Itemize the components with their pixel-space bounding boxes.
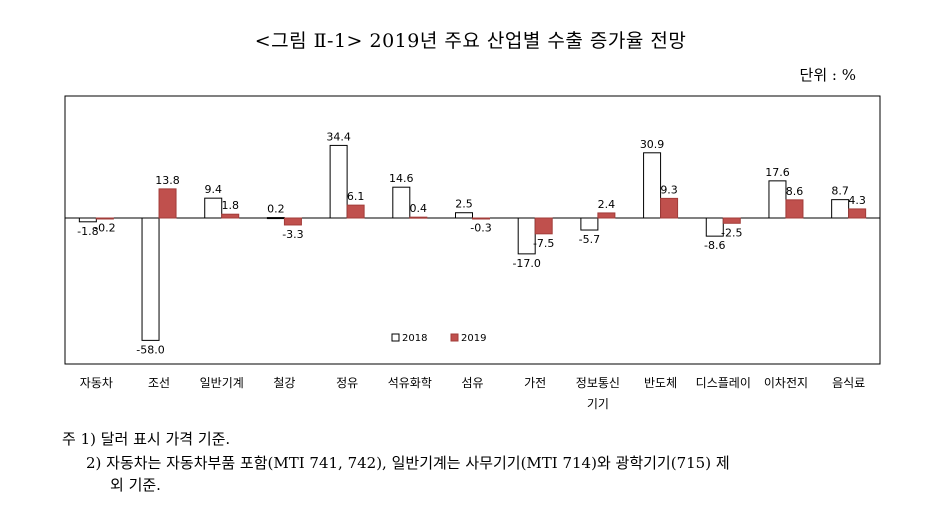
data-label-2019-13: 4.3 bbox=[848, 194, 866, 207]
data-label-2019-5: 6.1 bbox=[347, 190, 365, 203]
bar-2018-13 bbox=[831, 199, 850, 219]
category-label-7: 섬유 bbox=[461, 376, 483, 390]
footnote-1: 주 1) 달러 표시 가격 기준. bbox=[62, 430, 231, 448]
category-label-10: 반도체 bbox=[644, 376, 677, 390]
bar-2018-6 bbox=[392, 186, 411, 219]
data-label-2018-13: 8.7 bbox=[831, 185, 849, 198]
category-label-11: 디스플레이 bbox=[696, 376, 751, 390]
bar-2019-4 bbox=[283, 217, 302, 226]
bar-2019-10 bbox=[660, 197, 679, 219]
bar-2018-2 bbox=[141, 217, 160, 341]
data-label-2018-7: 2.5 bbox=[455, 198, 473, 211]
data-label-2019-7: -0.3 bbox=[470, 222, 491, 235]
footnote-2-line1: 2) 자동차는 자동차부품 포함(MTI 741, 742), 일반기계는 사무… bbox=[86, 454, 730, 472]
category-label-13: 음식료 bbox=[832, 376, 865, 390]
bar-2019-1 bbox=[95, 217, 114, 220]
plot-frame bbox=[64, 95, 881, 365]
data-label-2018-4: 0.2 bbox=[267, 203, 285, 216]
data-label-2019-1: -0.2 bbox=[94, 221, 115, 234]
bar-2019-7 bbox=[472, 217, 490, 220]
legend-label-2018: 2018 bbox=[402, 333, 427, 344]
data-label-2019-11: -2.5 bbox=[721, 226, 742, 239]
category-label-1: 자동차 bbox=[80, 376, 113, 390]
bar-2018-5 bbox=[329, 144, 348, 219]
data-label-2018-6: 14.6 bbox=[389, 172, 414, 185]
bar-2018-10 bbox=[643, 152, 662, 219]
bar-2018-7 bbox=[455, 212, 473, 219]
data-label-2019-6: 0.4 bbox=[410, 202, 428, 215]
bar-2019-13 bbox=[848, 208, 867, 219]
category-label-9: 정보통신 bbox=[576, 376, 620, 390]
data-label-2019-3: 1.8 bbox=[221, 199, 239, 212]
unit-label: 단위 : % bbox=[799, 66, 856, 84]
data-label-2018-3: 9.4 bbox=[204, 183, 222, 196]
bar-2019-11 bbox=[722, 217, 741, 224]
data-label-2018-5: 34.4 bbox=[326, 130, 351, 143]
bar-2018-4 bbox=[266, 217, 285, 220]
footnote-2-line2: 외 기준. bbox=[110, 476, 161, 494]
category-label-2: 조선 bbox=[148, 376, 170, 390]
bar-2019-6 bbox=[409, 216, 428, 219]
data-label-2018-9: -5.7 bbox=[579, 233, 600, 246]
data-label-2018-8: -17.0 bbox=[512, 257, 540, 270]
bar-2019-2 bbox=[158, 188, 177, 219]
bar-2019-5 bbox=[346, 204, 365, 219]
legend-swatch-2019 bbox=[450, 333, 459, 342]
data-label-2018-10: 30.9 bbox=[640, 138, 665, 151]
bar-chart: -1.8 -58.0 9.4 0.2 34.4 14.6 2.5 -17.0 -5.7 30.9 -… bbox=[64, 95, 881, 411]
bar-2018-1 bbox=[78, 217, 97, 223]
data-label-2019-10: 9.3 bbox=[660, 183, 678, 196]
data-label-2019-2: 13.8 bbox=[155, 174, 180, 187]
bar-2019-9 bbox=[597, 212, 616, 219]
category-label-5: 정유 bbox=[336, 376, 358, 390]
category-label-8: 가전 bbox=[524, 376, 546, 390]
bar-2018-12 bbox=[768, 180, 787, 219]
bar-2019-12 bbox=[785, 199, 804, 219]
category-label-4: 철강 bbox=[273, 376, 295, 390]
category-label-12: 이차전지 bbox=[764, 376, 808, 390]
data-label-2018-1: -1.8 bbox=[77, 225, 98, 238]
category-label-9-line2: 기기 bbox=[587, 397, 609, 411]
legend-swatch-2018 bbox=[391, 333, 400, 342]
bar-2018-9 bbox=[580, 217, 599, 231]
data-label-2018-11: -8.6 bbox=[704, 239, 725, 252]
bar-2018-3 bbox=[204, 197, 223, 219]
bar-2019-3 bbox=[221, 213, 240, 219]
bar-2019-8 bbox=[534, 217, 553, 235]
data-label-2018-12: 17.6 bbox=[765, 166, 790, 179]
chart-title: <그림 Ⅱ-1> 2019년 주요 산업별 수출 증가율 전망 bbox=[254, 30, 687, 52]
bar-2018-11 bbox=[705, 217, 724, 237]
category-label-6: 석유화학 bbox=[388, 376, 432, 390]
category-label-3: 일반기계 bbox=[200, 376, 244, 390]
data-label-2019-4: -3.3 bbox=[282, 228, 303, 241]
data-label-2019-9: 2.4 bbox=[598, 198, 616, 211]
legend-label-2019: 2019 bbox=[461, 333, 486, 344]
bar-2018-8 bbox=[517, 217, 536, 255]
data-label-2018-2: -58.0 bbox=[136, 343, 164, 356]
data-label-2019-12: 8.6 bbox=[786, 185, 804, 198]
data-label-2019-8: -7.5 bbox=[533, 237, 554, 250]
